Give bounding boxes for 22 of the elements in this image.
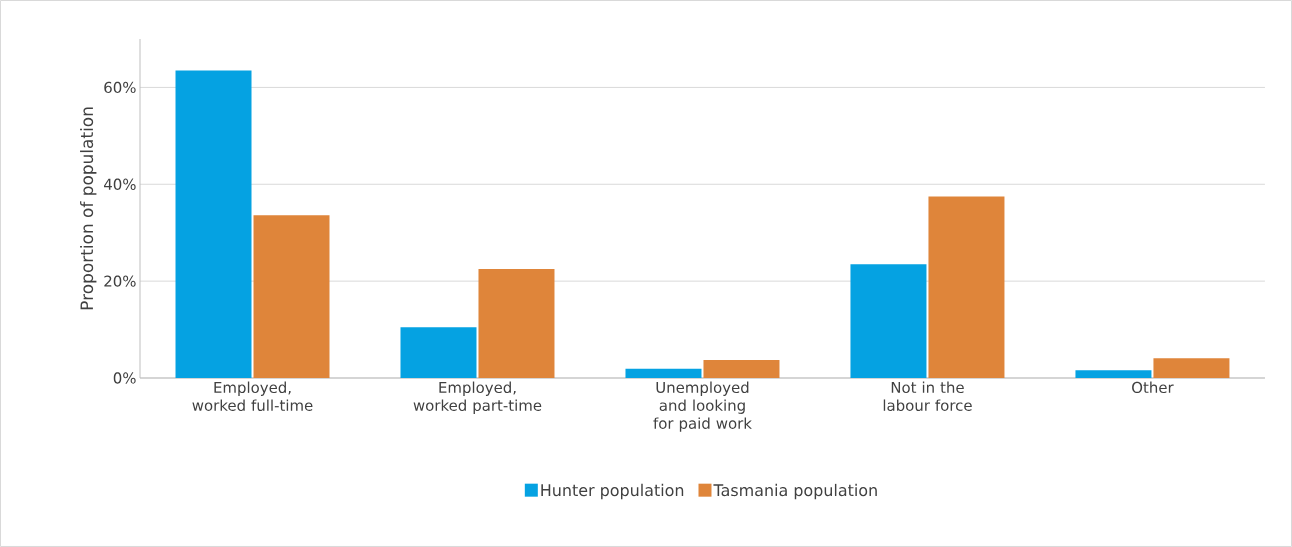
legend-label: Tasmania population [713,483,877,500]
x-tick-label: Not in the labour force [883,381,972,412]
y-axis-title: Proportion of population [80,107,97,310]
bar [478,269,555,378]
bar [253,215,330,378]
x-tick-label: Other [1132,381,1174,394]
x-tick-label: Employed, worked full-time [192,381,313,412]
legend-label: Hunter population [541,483,684,500]
y-tick-label: 0% [113,372,136,384]
bar [1075,370,1152,378]
x-tick-label: Employed, worked part-time [413,381,542,414]
bar [928,196,1005,378]
y-tick-label: 60% [104,81,136,94]
bar [625,368,702,378]
x-tick-label: Unemployed and looking for paid work [653,381,752,432]
bar [850,264,927,378]
y-tick-label: 20% [104,275,136,287]
bar [703,360,780,378]
bar [175,70,252,378]
bar [1153,358,1230,378]
bar [400,327,477,378]
y-tick-label: 40% [104,178,136,190]
